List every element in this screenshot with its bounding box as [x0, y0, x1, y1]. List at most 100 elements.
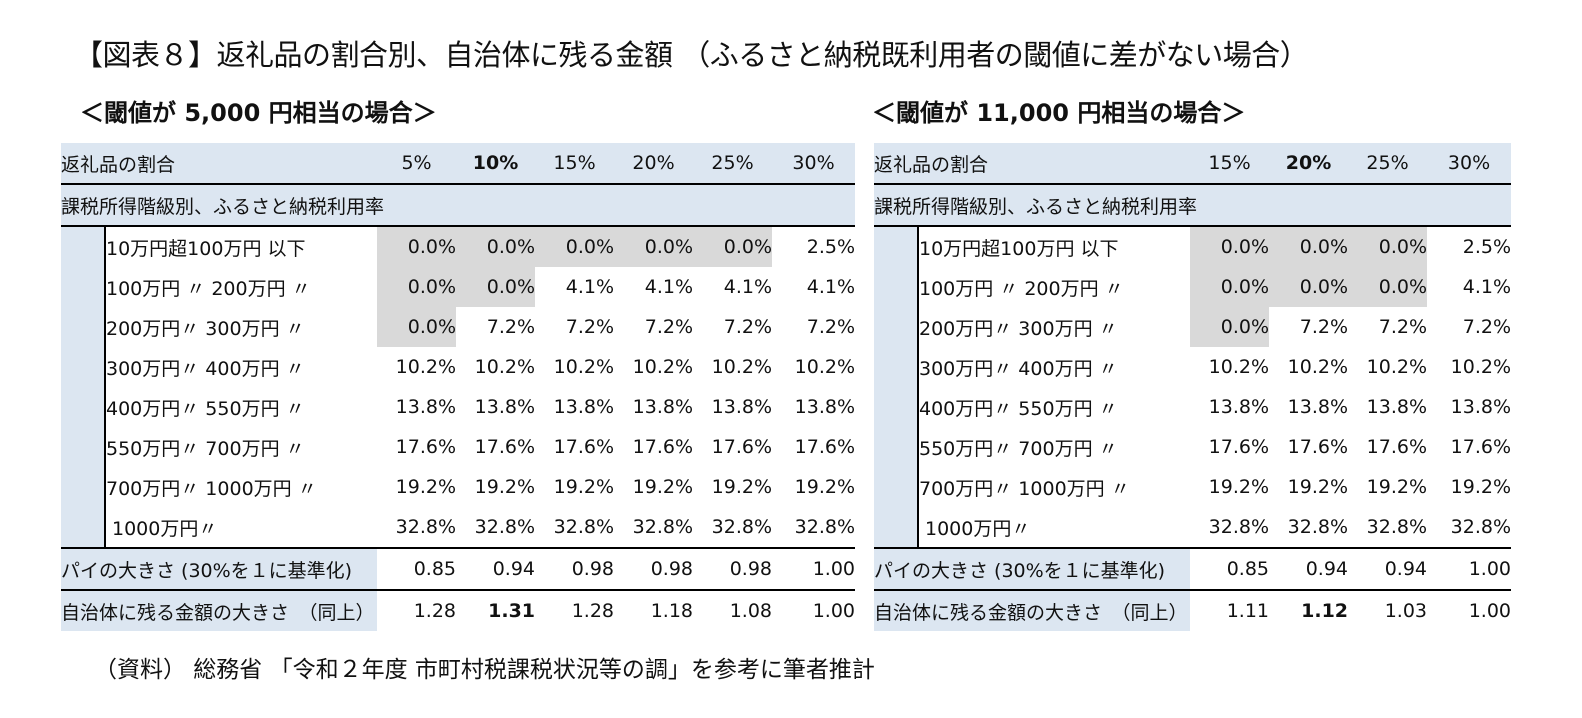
rate-cell: 17.6%	[1287, 436, 1349, 458]
header-row: 返礼品の割合 5% 10% 15% 20% 25% 30%	[61, 143, 856, 185]
column-header: 20%	[1269, 143, 1349, 185]
row-margin	[874, 427, 918, 467]
income-band-label: 400万円〃 550万円 〃	[103, 387, 378, 427]
rate-cell: 19.2%	[474, 476, 536, 498]
row-margin	[61, 267, 105, 307]
income-band-label: 100万円 〃 200万円 〃	[916, 267, 1191, 307]
pie-value: 0.94	[456, 548, 536, 591]
column-header: 5%	[377, 143, 457, 185]
rate-cell: 17.6%	[553, 436, 615, 458]
right-table: 返礼品の割合 15% 20% 25% 30% 課税所得階級別、ふるさと納税利用率 10万円超…	[874, 143, 1512, 631]
remain-value: 1.28	[571, 600, 615, 622]
rate-cell: 0.0%	[1190, 307, 1270, 347]
table-row: 10万円超100万円 以下 0.0% 0.0% 0.0% 0.0% 0.0% 2.5%	[61, 226, 855, 267]
income-band-label: 550万円〃 700万円 〃	[916, 427, 1191, 467]
row-margin	[874, 467, 918, 507]
rate-cell: 13.8%	[632, 396, 694, 418]
row-margin	[61, 307, 105, 347]
rate-cell: 0.0%	[377, 226, 457, 267]
rate-cell: 32.8%	[456, 507, 536, 549]
rate-cell: 0.0%	[1269, 267, 1349, 307]
pie-value: 1.00	[772, 548, 856, 591]
rate-cell: 0.0%	[693, 226, 773, 267]
rate-cell: 10.2%	[794, 356, 856, 378]
pie-value: 0.98	[614, 548, 694, 591]
category-row: 課税所得階級別、ふるさと納税利用率	[874, 184, 1512, 227]
income-band-label: 300万円〃 400万円 〃	[103, 347, 378, 387]
rate-cell: 32.8%	[693, 507, 773, 549]
remain-value: 1.31	[488, 600, 536, 622]
rate-cell: 2.5%	[806, 236, 856, 258]
pie-value: 0.98	[535, 548, 615, 591]
rate-cell: 10.2%	[1208, 356, 1270, 378]
figure-title: 【図表８】返礼品の割合別、自治体に残る金額 （ふるさと納税既利用者の閾値に差がな…	[74, 38, 1309, 72]
table-row: 550万円〃 700万円 〃 17.6% 17.6% 17.6% 17.6%	[874, 427, 1511, 467]
rate-cell: 0.0%	[377, 307, 457, 347]
pie-label: パイの大きさ (30%を１に基準化)	[874, 548, 1191, 591]
rate-cell: 32.8%	[377, 507, 457, 549]
row-margin	[61, 427, 105, 467]
rate-cell: 19.2%	[711, 476, 773, 498]
pie-value: 0.85	[1190, 548, 1270, 591]
table-row: 100万円 〃 200万円 〃 0.0% 0.0% 0.0% 4.1%	[874, 267, 1511, 307]
remain-value: 1.00	[812, 600, 856, 622]
rate-cell: 7.2%	[1378, 316, 1428, 338]
category-label: 課税所得階級別、ふるさと納税利用率	[61, 184, 856, 227]
rate-cell: 19.2%	[632, 476, 694, 498]
left-table-body: 返礼品の割合 5% 10% 15% 20% 25% 30% 課税所得階級別、ふるさと納税利用率…	[61, 143, 856, 631]
table-row: 300万円〃 400万円 〃 10.2% 10.2% 10.2% 10.2% 10.2% 1…	[61, 347, 855, 387]
rate-cell: 10.2%	[711, 356, 773, 378]
rate-cell: 0.0%	[614, 226, 694, 267]
pie-value: 0.85	[377, 548, 457, 591]
rate-cell: 32.8%	[1348, 507, 1428, 549]
rate-cell: 10.2%	[632, 356, 694, 378]
rate-cell: 32.8%	[1269, 507, 1349, 549]
remain-label: 自治体に残る金額の大きさ （同上）	[874, 590, 1191, 631]
income-band-label: 550万円〃 700万円 〃	[103, 427, 378, 467]
header-row: 返礼品の割合 15% 20% 25% 30%	[874, 143, 1512, 185]
column-header: 25%	[693, 143, 773, 185]
rate-cell: 17.6%	[711, 436, 773, 458]
rate-cell: 13.8%	[395, 396, 457, 418]
rate-cell: 32.8%	[614, 507, 694, 549]
row-margin	[61, 467, 105, 507]
income-band-label: 1000万円〃	[103, 507, 378, 549]
table-row: 10万円超100万円 以下 0.0% 0.0% 0.0% 2.5%	[874, 226, 1511, 267]
remain-label: 自治体に残る金額の大きさ （同上）	[61, 590, 378, 631]
table-row: 400万円〃 550万円 〃 13.8% 13.8% 13.8% 13.8% 13.8% 1…	[61, 387, 855, 427]
rate-cell: 4.1%	[806, 276, 856, 298]
right-subtitle: ＜閾値が 11,000 円相当の場合＞	[872, 99, 1246, 127]
row-margin	[61, 347, 105, 387]
income-band-label: 1000万円〃	[916, 507, 1191, 549]
table-row: 1000万円〃 32.8% 32.8% 32.8% 32.8%	[874, 507, 1512, 549]
pie-row: パイの大きさ (30%を１に基準化) 0.85 0.94 0.94 1.00	[874, 548, 1512, 591]
income-band-label: 700万円〃 1000万円 〃	[103, 467, 378, 507]
rate-cell: 10.2%	[395, 356, 457, 378]
rate-cell: 13.8%	[1450, 396, 1512, 418]
row-margin	[874, 507, 918, 549]
rate-cell: 17.6%	[474, 436, 536, 458]
rate-cell: 0.0%	[1190, 226, 1270, 267]
table-row: 100万円 〃 200万円 〃 0.0% 0.0% 4.1% 4.1% 4.1% 4.1%	[61, 267, 855, 307]
pie-value: 0.94	[1269, 548, 1349, 591]
header-label: 返礼品の割合	[874, 143, 1191, 185]
left-table: 返礼品の割合 5% 10% 15% 20% 25% 30% 課税所得階級別、ふるさと納税利用率…	[61, 143, 856, 631]
rate-cell: 19.2%	[553, 476, 615, 498]
table-row: 200万円〃 300万円 〃 0.0% 7.2% 7.2% 7.2%	[874, 307, 1511, 347]
table-row: 550万円〃 700万円 〃 17.6% 17.6% 17.6% 17.6% 17.6% 1…	[61, 427, 855, 467]
income-band-label: 700万円〃 1000万円 〃	[916, 467, 1191, 507]
rate-cell: 13.8%	[1208, 396, 1270, 418]
pie-label: パイの大きさ (30%を１に基準化)	[61, 548, 378, 591]
rate-cell: 10.2%	[1366, 356, 1428, 378]
rate-cell: 17.6%	[395, 436, 457, 458]
rate-cell: 19.2%	[1366, 476, 1428, 498]
table-row: 700万円〃 1000万円 〃 19.2% 19.2% 19.2% 19.2% 19.2%…	[61, 467, 855, 507]
rate-cell: 0.0%	[1190, 267, 1270, 307]
column-header: 15%	[1190, 143, 1270, 185]
rate-cell: 4.1%	[723, 276, 773, 298]
remain-value: 1.03	[1384, 600, 1428, 622]
remain-value: 1.08	[729, 600, 773, 622]
rate-cell: 32.8%	[772, 507, 856, 549]
rate-cell: 17.6%	[632, 436, 694, 458]
remain-value: 1.12	[1301, 600, 1349, 622]
